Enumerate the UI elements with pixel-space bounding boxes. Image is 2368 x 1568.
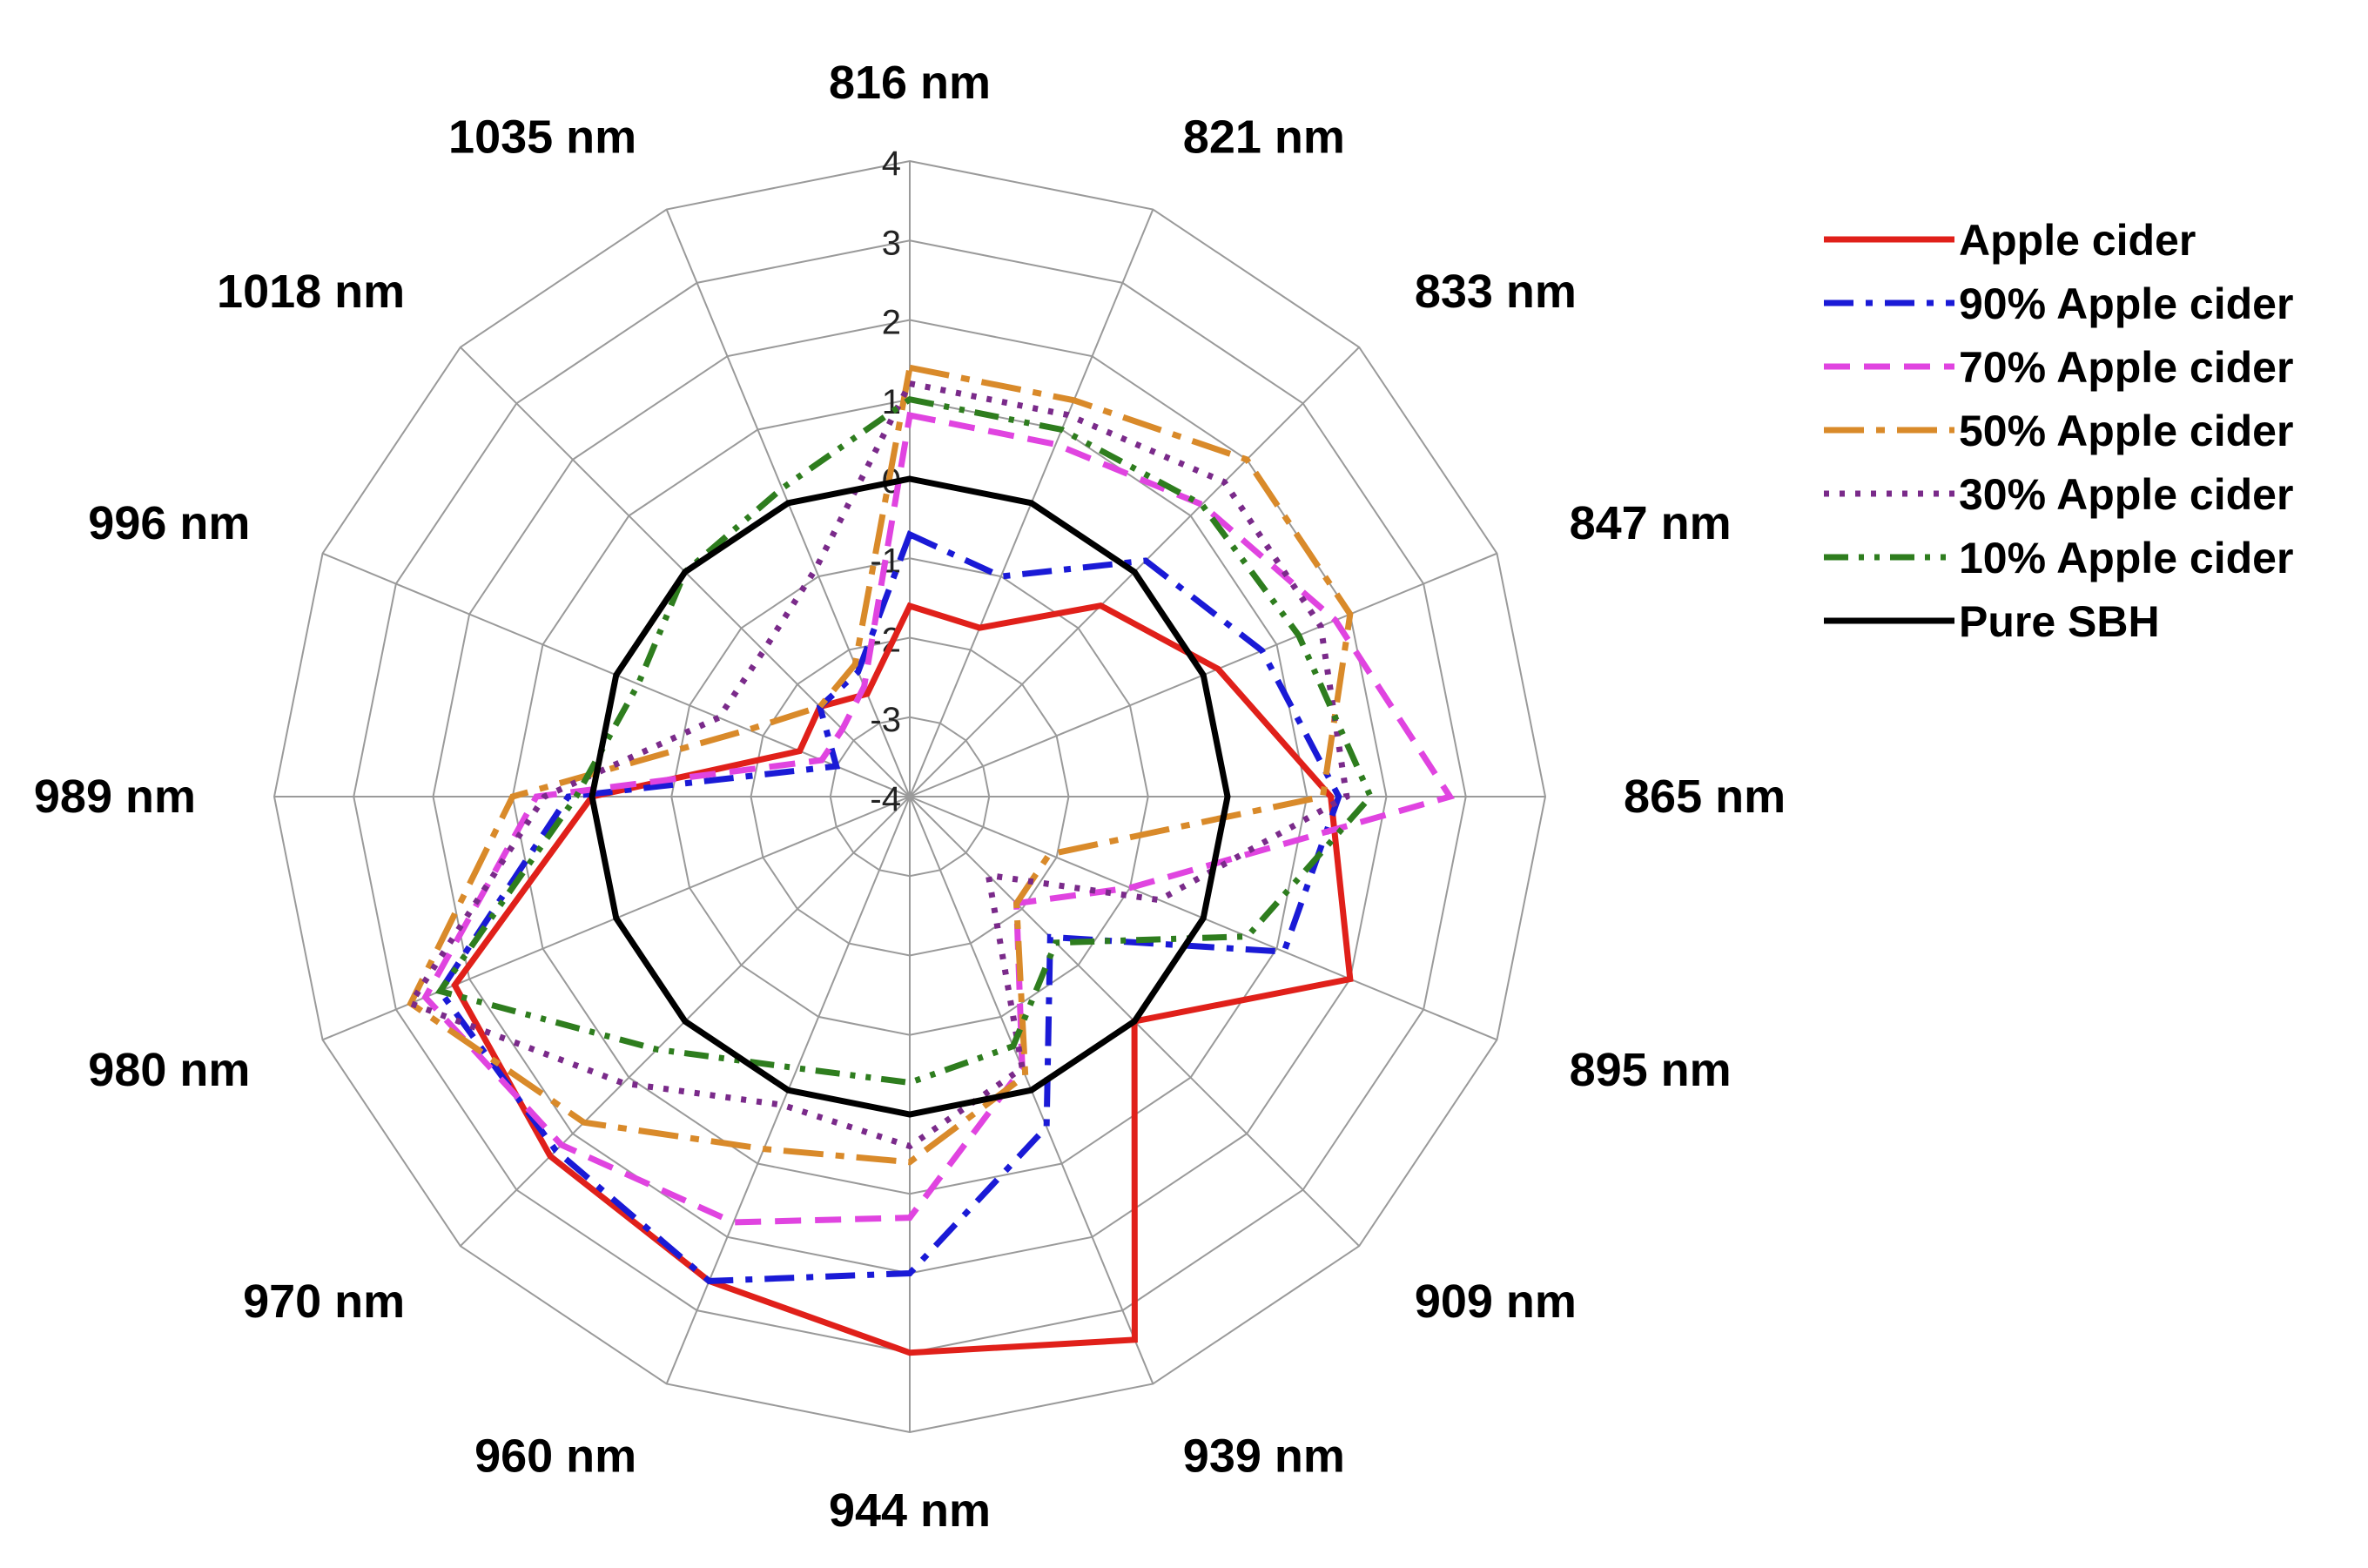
category-label: 970 nm bbox=[243, 1275, 405, 1328]
category-label: 816 nm bbox=[829, 57, 991, 109]
category-label: 980 nm bbox=[88, 1044, 250, 1096]
category-label: 960 nm bbox=[474, 1430, 636, 1483]
legend-label: 90% Apple cider bbox=[1959, 279, 2293, 328]
legend-label: Pure SBH bbox=[1959, 597, 2160, 646]
series-line bbox=[421, 411, 1456, 1226]
legend: Apple cider 90% Apple cider 70% Apple cide… bbox=[1824, 216, 2293, 646]
radial-tick-label: 1 bbox=[882, 383, 901, 421]
legend-label: 70% Apple cider bbox=[1959, 343, 2293, 392]
category-label: 1035 nm bbox=[448, 111, 636, 163]
category-labels: 816 nm 821 nm 833 nm 847 nm 865 nm 895 nm 909 … bbox=[34, 57, 1786, 1537]
legend-label: 50% Apple cider bbox=[1959, 407, 2293, 455]
radar-grid bbox=[272, 159, 1547, 1434]
category-label: 833 nm bbox=[1415, 266, 1577, 318]
category-label: 847 nm bbox=[1570, 497, 1732, 549]
series-line bbox=[434, 396, 1375, 1087]
data-series bbox=[406, 364, 1456, 1356]
series-line bbox=[407, 364, 1354, 1166]
category-label: 909 nm bbox=[1415, 1275, 1577, 1328]
category-label: 865 nm bbox=[1624, 771, 1786, 823]
legend-label: 10% Apple cider bbox=[1959, 534, 2293, 582]
category-label: 939 nm bbox=[1183, 1430, 1345, 1483]
series-line bbox=[436, 530, 1342, 1284]
radial-tick-label: -3 bbox=[870, 701, 901, 739]
legend-label: 30% Apple cider bbox=[1959, 470, 2293, 519]
category-label: 1018 nm bbox=[217, 266, 405, 318]
legend-label: Apple cider bbox=[1959, 216, 2196, 265]
series-line bbox=[451, 602, 1354, 1356]
radial-tick-label: 4 bbox=[882, 145, 901, 183]
series-line bbox=[406, 380, 1350, 1150]
category-label: 989 nm bbox=[34, 771, 196, 823]
category-label: 821 nm bbox=[1183, 111, 1345, 163]
radial-tick-label: -4 bbox=[870, 780, 901, 818]
category-label: 944 nm bbox=[829, 1484, 991, 1537]
category-label: 996 nm bbox=[88, 497, 250, 549]
series-line bbox=[589, 475, 1231, 1118]
category-label: 895 nm bbox=[1570, 1044, 1732, 1096]
radial-tick-label: 2 bbox=[882, 304, 901, 342]
radial-tick-label: 3 bbox=[882, 224, 901, 262]
